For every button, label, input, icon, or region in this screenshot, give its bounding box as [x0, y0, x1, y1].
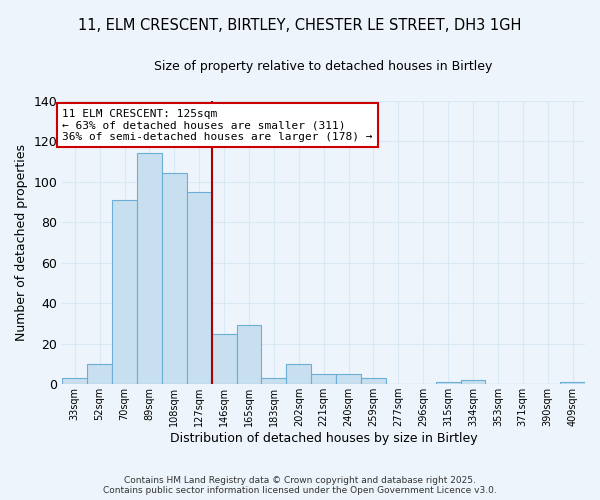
- Bar: [236, 326, 262, 384]
- Text: 11, ELM CRESCENT, BIRTLEY, CHESTER LE STREET, DH3 1GH: 11, ELM CRESCENT, BIRTLEY, CHESTER LE ST…: [79, 18, 521, 32]
- Bar: [436, 382, 461, 384]
- Y-axis label: Number of detached properties: Number of detached properties: [15, 144, 28, 341]
- Bar: [560, 382, 585, 384]
- Text: Contains HM Land Registry data © Crown copyright and database right 2025.
Contai: Contains HM Land Registry data © Crown c…: [103, 476, 497, 495]
- Text: 11 ELM CRESCENT: 125sqm
← 63% of detached houses are smaller (311)
36% of semi-d: 11 ELM CRESCENT: 125sqm ← 63% of detache…: [62, 108, 373, 142]
- Bar: [361, 378, 386, 384]
- Bar: [212, 334, 236, 384]
- X-axis label: Distribution of detached houses by size in Birtley: Distribution of detached houses by size …: [170, 432, 478, 445]
- Bar: [137, 153, 162, 384]
- Bar: [162, 174, 187, 384]
- Bar: [112, 200, 137, 384]
- Bar: [87, 364, 112, 384]
- Title: Size of property relative to detached houses in Birtley: Size of property relative to detached ho…: [154, 60, 493, 73]
- Bar: [187, 192, 212, 384]
- Bar: [336, 374, 361, 384]
- Bar: [62, 378, 87, 384]
- Bar: [286, 364, 311, 384]
- Bar: [461, 380, 485, 384]
- Bar: [262, 378, 286, 384]
- Bar: [311, 374, 336, 384]
